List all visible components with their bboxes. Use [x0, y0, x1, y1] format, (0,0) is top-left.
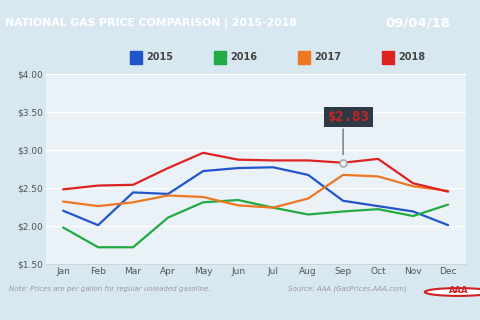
- Text: Source: AAA (GasPrices.AAA.com): Source: AAA (GasPrices.AAA.com): [288, 286, 407, 292]
- Bar: [130, 51, 142, 64]
- Bar: [382, 51, 394, 64]
- Text: 2017: 2017: [314, 52, 341, 62]
- Text: AAA: AAA: [449, 286, 468, 295]
- Bar: [298, 51, 310, 64]
- Text: $2.83: $2.83: [327, 110, 369, 124]
- Text: NATIONAL GAS PRICE COMPARISON | 2015-2018: NATIONAL GAS PRICE COMPARISON | 2015-201…: [5, 18, 297, 29]
- Circle shape: [425, 288, 480, 296]
- Text: Note: Prices are per gallon for regular unleaded gasoline.: Note: Prices are per gallon for regular …: [9, 286, 210, 292]
- Text: 2016: 2016: [230, 52, 257, 62]
- Text: 09/04/18: 09/04/18: [385, 17, 450, 30]
- Bar: [214, 51, 226, 64]
- Text: 2015: 2015: [146, 52, 173, 62]
- Text: 2018: 2018: [398, 52, 426, 62]
